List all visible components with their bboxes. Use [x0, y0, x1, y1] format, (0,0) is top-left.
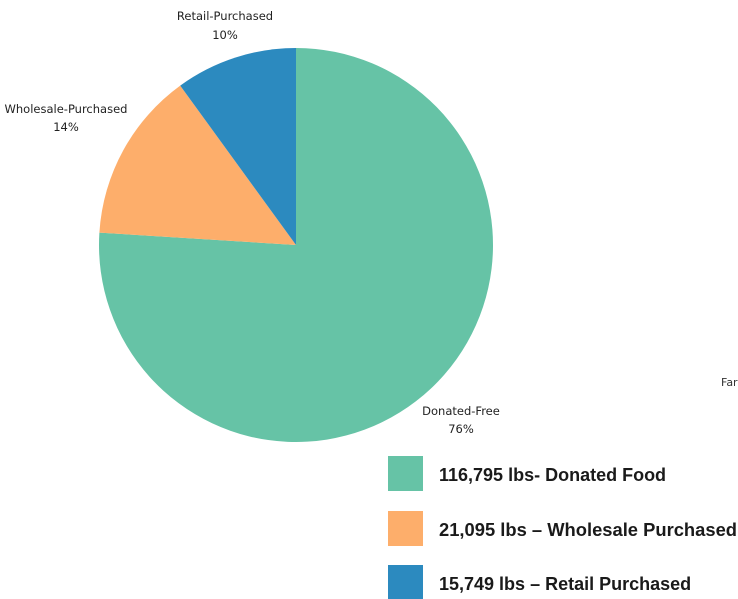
legend-item-wholesale: 21,095 lbs – Wholesale Purchased	[388, 511, 737, 546]
pie-slice-donated-free	[99, 47, 494, 443]
legend-label-wholesale: 21,095 lbs – Wholesale Purchased	[439, 520, 737, 540]
legend-item-donated: 116,795 lbs- Donated Food	[388, 456, 666, 491]
slice-percent-wholesale-purchased: 14%	[53, 120, 79, 134]
slice-label-wholesale-purchased: Wholesale-Purchased	[5, 102, 128, 116]
pie-slices	[99, 47, 494, 443]
legend-label-donated: 116,795 lbs- Donated Food	[439, 465, 666, 485]
slice-percent-donated-free: 76%	[448, 422, 474, 436]
legend-swatch-retail	[388, 565, 423, 599]
legend-swatch-donated	[388, 456, 423, 491]
slice-labels: Donated-Free 76% Wholesale-Purchased 14% Ret…	[5, 9, 500, 436]
slice-label-donated-free: Donated-Free	[422, 404, 500, 418]
clipped-edge-label: Far	[721, 376, 738, 389]
slice-label-retail-purchased: Retail-Purchased	[177, 9, 273, 23]
legend-item-retail: 15,749 lbs – Retail Purchased	[388, 565, 691, 599]
pie-slice-retail-purchased	[180, 48, 296, 245]
legend-swatch-wholesale	[388, 511, 423, 546]
pie-slice-wholesale-purchased	[99, 85, 296, 246]
legend-label-retail: 15,749 lbs – Retail Purchased	[439, 574, 691, 594]
legend: 116,795 lbs- Donated Food 21,095 lbs – W…	[388, 456, 737, 599]
slice-percent-retail-purchased: 10%	[212, 28, 238, 42]
